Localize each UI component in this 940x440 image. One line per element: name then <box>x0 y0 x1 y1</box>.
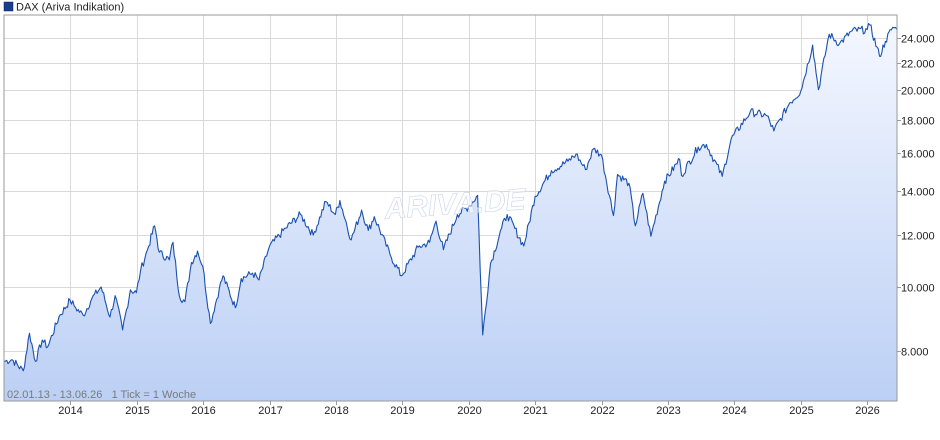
x-tick-label: 2026 <box>855 405 879 417</box>
x-tick-label: 2023 <box>656 405 680 417</box>
y-tick-label: 16.000 <box>901 149 935 161</box>
x-tick-label: 2017 <box>258 405 282 417</box>
legend: DAX (Ariva Indikation) <box>3 1 124 14</box>
y-tick-label: 8.000 <box>901 347 929 359</box>
series-line-dax <box>4 22 897 372</box>
data-area-fill <box>4 23 897 401</box>
plot-frame <box>3 14 898 402</box>
x-tick-label: 2021 <box>523 405 547 417</box>
legend-swatch <box>3 1 14 12</box>
y-tick-label: 12.000 <box>901 231 935 243</box>
x-tick-label: 2022 <box>590 405 614 417</box>
y-tick-label: 10.000 <box>901 283 935 295</box>
legend-label: DAX (Ariva Indikation) <box>16 2 124 14</box>
y-tick-label: 14.000 <box>901 187 935 199</box>
x-tick-label: 2024 <box>722 405 746 417</box>
y-tick-label: 22.000 <box>901 59 935 71</box>
x-tick-label: 2015 <box>125 405 149 417</box>
footer-note: 02.01.13 - 13.06.26 1 Tick = 1 Woche <box>7 389 196 401</box>
x-tick-label: 2020 <box>457 405 481 417</box>
x-tick-label: 2016 <box>191 405 215 417</box>
y-tick-label: 18.000 <box>901 116 935 128</box>
x-tick-label: 2019 <box>390 405 414 417</box>
x-tick-label: 2025 <box>789 405 813 417</box>
x-axis-ticks: 2014 2015 2016 2017 2018 2019 2020 2021 2022 2023… <box>58 401 880 417</box>
y-tick-label: 24.000 <box>901 34 935 46</box>
x-tick-label: 2014 <box>58 405 82 417</box>
x-tick-label: 2018 <box>324 405 348 417</box>
y-tick-label: 20.000 <box>901 86 935 98</box>
y-axis-ticks: 8.000 10.000 12.000 14.000 16.000 18.000 20.00… <box>897 34 935 359</box>
